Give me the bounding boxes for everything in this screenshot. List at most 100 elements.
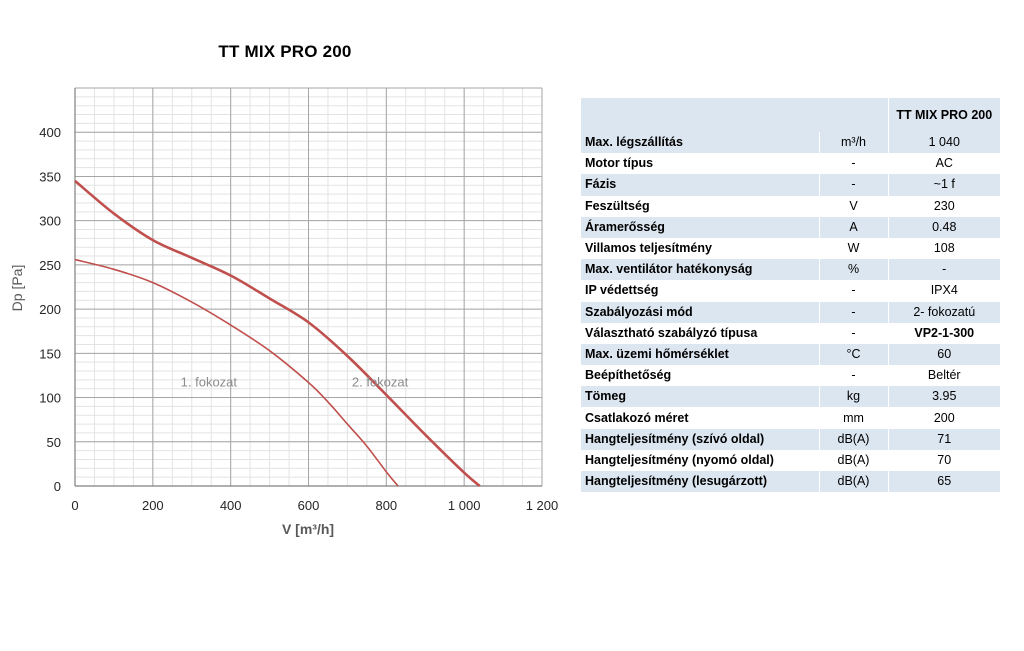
spec-value-cell: 3.95 bbox=[888, 386, 1000, 408]
x-axis-label: V [m³/h] bbox=[282, 521, 334, 537]
spec-row: Hangteljesítmény (szívó oldal) dB(A) 71 bbox=[581, 428, 1000, 450]
spec-row: Csatlakozó méret mm 200 bbox=[581, 407, 1000, 429]
curve-annotation-1: 1. fokozat bbox=[181, 374, 238, 389]
spec-unit-cell: °C bbox=[818, 343, 889, 366]
spec-row: Hangteljesítmény (nyomó oldal) dB(A) 70 bbox=[581, 449, 1000, 471]
spec-param-cell: Villamos teljesítmény bbox=[581, 237, 819, 260]
spec-row: Áramerősség A 0.48 bbox=[581, 216, 1000, 238]
spec-param-cell: Áramerősség bbox=[581, 216, 819, 238]
y-tick-label: 0 bbox=[54, 479, 61, 494]
chart-axes bbox=[74, 88, 542, 487]
spec-value-cell: Beltér bbox=[888, 365, 1000, 387]
spec-param-cell: Max. légszállítás bbox=[581, 132, 819, 154]
spec-unit-cell: - bbox=[818, 365, 889, 387]
header-unit-cell bbox=[819, 98, 888, 132]
y-tick-labels: 0 50 100 150 200 250 300 350 400 bbox=[39, 125, 61, 494]
spec-row: Max. üzemi hőmérséklet °C 60 bbox=[581, 343, 1000, 366]
spec-table-header: TT MIX PRO 200 bbox=[581, 98, 1000, 132]
spec-param-cell: Motor típus bbox=[581, 153, 819, 175]
spec-unit-cell: kg bbox=[818, 386, 889, 408]
spec-param-cell: Hangteljesítmény (nyomó oldal) bbox=[581, 449, 819, 471]
spec-value-cell: 2- fokozatú bbox=[888, 301, 1000, 323]
x-tick-labels: 0 200 400 600 800 1 000 1 200 bbox=[71, 498, 558, 513]
y-tick-label: 150 bbox=[39, 346, 61, 361]
spec-value-cell: 65 bbox=[888, 471, 1000, 493]
spec-value-cell: ~1 f bbox=[888, 174, 1000, 196]
spec-unit-cell: - bbox=[818, 153, 889, 175]
spec-unit-cell: - bbox=[818, 280, 889, 302]
y-tick-label: 200 bbox=[39, 302, 61, 317]
spec-value-cell: - bbox=[888, 259, 1000, 281]
x-tick-label: 400 bbox=[220, 498, 242, 513]
spec-row: Max. légszállítás m³/h 1 040 bbox=[581, 132, 1000, 154]
spec-unit-cell: - bbox=[818, 322, 889, 344]
fan-curve-chart: 0 50 100 150 200 250 300 350 400 0 200 400 600 800 1 … bbox=[9, 87, 558, 537]
spec-row: Motor típus - AC bbox=[581, 153, 1000, 175]
spec-row: Feszültség V 230 bbox=[581, 195, 1000, 217]
x-tick-label: 200 bbox=[142, 498, 164, 513]
spec-row: Max. ventilátor hatékonyság% - bbox=[581, 259, 1000, 281]
spec-unit-cell: W bbox=[818, 237, 889, 260]
curve-annotation-2: 2. fokozat bbox=[352, 374, 409, 389]
spec-param-cell: Max. ventilátor hatékonyság bbox=[581, 259, 819, 281]
chart-title: TT MIX PRO 200 bbox=[218, 42, 352, 61]
spec-value-cell: AC bbox=[888, 153, 1000, 175]
y-tick-label: 300 bbox=[39, 214, 61, 229]
spec-unit-cell: m³/h bbox=[818, 132, 889, 154]
spec-unit-cell: dB(A) bbox=[818, 471, 889, 493]
spec-table: TT MIX PRO 200 Max. légszállítás m³/h 1 04… bbox=[581, 98, 1000, 493]
spec-value-cell: 108 bbox=[888, 237, 1000, 260]
spec-value-cell: IPX4 bbox=[888, 280, 1000, 302]
spec-param-cell: Max. üzemi hőmérséklet bbox=[581, 343, 819, 366]
y-tick-label: 250 bbox=[39, 258, 61, 273]
spec-unit-cell: % bbox=[818, 259, 889, 281]
spec-row: Tömeg kg 3.95 bbox=[581, 386, 1000, 408]
spec-value-cell: 71 bbox=[888, 428, 1000, 450]
spec-value-cell: 1 040 bbox=[888, 132, 1000, 154]
x-tick-label: 1 200 bbox=[526, 498, 559, 513]
spec-unit-cell: dB(A) bbox=[818, 428, 889, 450]
header-param-cell bbox=[581, 98, 819, 132]
major-grid bbox=[74, 87, 543, 487]
spec-unit-cell: - bbox=[818, 301, 889, 323]
spec-param-cell: Beépíthetőség bbox=[581, 365, 819, 387]
spec-row: Hangteljesítmény (lesugárzott) dB(A) 65 bbox=[581, 471, 1000, 493]
spec-row: IP védettség - IPX4 bbox=[581, 280, 1000, 302]
spec-row: Választható szabályzó típusa - VP2-1-300 bbox=[581, 322, 1000, 344]
y-tick-label: 100 bbox=[39, 391, 61, 406]
y-tick-label: 350 bbox=[39, 169, 61, 184]
spec-unit-cell: A bbox=[818, 216, 889, 238]
x-tick-label: 1 000 bbox=[448, 498, 481, 513]
curve-annotations: 1. fokozat 2. fokozat bbox=[181, 374, 409, 389]
y-tick-label: 400 bbox=[39, 125, 61, 140]
spec-param-cell: Hangteljesítmény (szívó oldal) bbox=[581, 428, 819, 450]
spec-value-cell: 0.48 bbox=[888, 216, 1000, 238]
series-line-2 bbox=[74, 179, 481, 487]
spec-unit-cell: - bbox=[818, 174, 889, 196]
spec-param-cell: Választható szabályzó típusa bbox=[581, 322, 819, 344]
spec-row: Beépíthetőség - Beltér bbox=[581, 365, 1000, 387]
spec-row: Fázis - ~1 f bbox=[581, 174, 1000, 196]
header-model-cell: TT MIX PRO 200 bbox=[887, 98, 1000, 132]
spec-unit-cell: dB(A) bbox=[818, 449, 889, 471]
spec-value-cell: 230 bbox=[888, 195, 1000, 217]
spec-value-cell: 200 bbox=[888, 407, 1000, 429]
spec-param-cell: Szabályozási mód bbox=[581, 301, 819, 323]
spec-param-cell: IP védettség bbox=[581, 280, 819, 302]
spec-unit-cell: V bbox=[818, 195, 889, 217]
spec-row: Szabályozási mód -2- fokozatú bbox=[581, 301, 1000, 323]
spec-param-cell: Tömeg bbox=[581, 386, 819, 408]
spec-value-cell: 70 bbox=[888, 449, 1000, 471]
y-tick-label: 50 bbox=[47, 435, 61, 450]
spec-param-cell: Hangteljesítmény (lesugárzott) bbox=[581, 471, 819, 493]
spec-row: Villamos teljesítmény W 108 bbox=[581, 237, 1000, 260]
series-line-1 bbox=[74, 258, 399, 487]
spec-param-cell: Feszültség bbox=[581, 195, 819, 217]
y-axis-label: Dp [Pa] bbox=[9, 265, 25, 312]
spec-param-cell: Csatlakozó méret bbox=[581, 407, 819, 429]
spec-unit-cell: mm bbox=[818, 407, 889, 429]
spec-param-cell: Fázis bbox=[581, 174, 819, 196]
spec-value-cell: 60 bbox=[888, 343, 1000, 366]
x-tick-label: 600 bbox=[298, 498, 320, 513]
series-lines bbox=[74, 179, 481, 487]
